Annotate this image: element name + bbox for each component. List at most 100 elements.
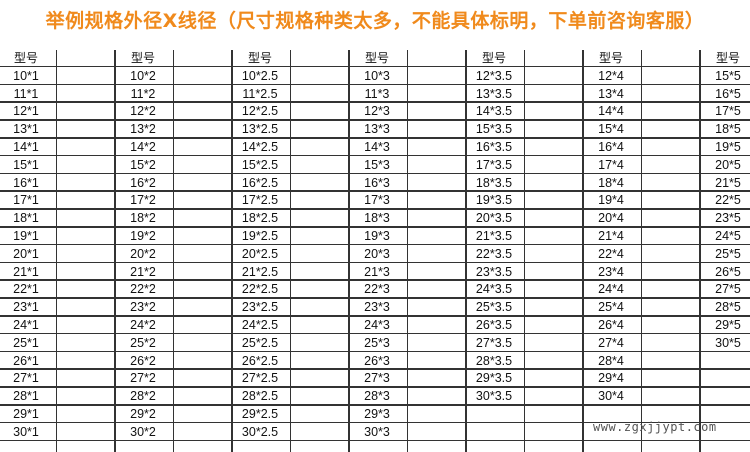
spec-cell: 23*3 xyxy=(364,300,390,315)
spec-cell: 19*4 xyxy=(598,193,624,208)
spec-cell: 25*5 xyxy=(715,246,741,261)
spec-cell: 16*4 xyxy=(598,140,624,154)
spec-cell: 15*1 xyxy=(13,157,39,172)
column-divider xyxy=(172,50,174,452)
spec-cell: 27*3 xyxy=(364,371,390,386)
spec-cell: 20*3 xyxy=(364,246,390,261)
spec-cell: 21*5 xyxy=(715,175,741,190)
spec-cell: 21*1 xyxy=(13,264,39,279)
spec-cell: 16*2.5 xyxy=(241,175,279,190)
spec-cell: 24*5 xyxy=(715,229,741,243)
row-divider xyxy=(0,172,750,175)
spec-cell: 23*3.5 xyxy=(475,264,513,279)
row-divider xyxy=(0,261,750,264)
spec-cell: 30*2.5 xyxy=(241,424,279,439)
row-divider xyxy=(0,101,750,103)
spec-cell: 29*5 xyxy=(715,318,741,332)
spec-cell: 27*4 xyxy=(598,335,624,350)
column-divider xyxy=(406,50,408,452)
spec-cell: 10*2 xyxy=(130,68,156,83)
spec-cell: 13*2.5 xyxy=(241,122,279,137)
spec-cell: 20*2.5 xyxy=(241,246,279,261)
spec-cell: 16*3 xyxy=(364,175,390,190)
spec-cell: 10*2.5 xyxy=(241,68,279,83)
spec-cell: 17*2.5 xyxy=(241,193,279,208)
row-divider xyxy=(0,439,750,442)
spec-cell: 22*4 xyxy=(598,246,624,261)
row-divider xyxy=(0,350,750,353)
column-header: 型号 xyxy=(598,51,623,65)
spec-cell: 22*1 xyxy=(13,282,39,297)
spec-cell: 18*5 xyxy=(715,122,741,137)
spec-cell: 17*5 xyxy=(715,104,741,119)
spec-cell: 22*2.5 xyxy=(241,282,279,297)
row-divider xyxy=(0,421,750,424)
spec-cell: 30*1 xyxy=(13,424,39,439)
spec-cell: 24*4 xyxy=(598,282,624,297)
row-divider xyxy=(0,226,750,228)
spec-cell: 22*2 xyxy=(130,282,156,297)
spec-cell: 24*3 xyxy=(364,318,390,332)
spec-cell: 12*2 xyxy=(130,104,156,119)
column-header: 型号 xyxy=(247,51,272,65)
column-divider xyxy=(114,50,116,452)
column-header: 型号 xyxy=(13,51,38,65)
spec-cell: 11*2.5 xyxy=(242,86,278,101)
spec-cell: 28*3.5 xyxy=(475,353,513,368)
spec-cell: 25*1 xyxy=(13,335,39,350)
spec-cell: 27*2.5 xyxy=(241,371,279,386)
spec-cell: 16*3.5 xyxy=(475,140,513,154)
column-header: 型号 xyxy=(715,51,740,65)
row-divider xyxy=(0,297,750,299)
spec-cell: 19*2.5 xyxy=(241,229,279,243)
row-divider xyxy=(0,315,750,317)
spec-cell: 19*1 xyxy=(13,229,39,243)
spec-cell: 12*3 xyxy=(364,104,390,119)
spec-cell: 28*3 xyxy=(364,389,390,404)
row-divider xyxy=(0,332,750,335)
spec-cell: 11*2 xyxy=(130,86,156,101)
row-divider xyxy=(0,119,750,121)
spec-cell: 27*1 xyxy=(13,371,39,386)
spec-cell: 13*3 xyxy=(364,122,390,137)
spec-cell: 29*4 xyxy=(598,371,624,386)
spec-cell: 23*2.5 xyxy=(241,300,279,315)
row-divider xyxy=(0,137,750,139)
column-divider xyxy=(231,50,233,452)
spec-cell: 10*3 xyxy=(364,68,390,83)
spec-cell: 22*3 xyxy=(364,282,390,297)
spec-cell: 28*2.5 xyxy=(241,389,279,404)
spec-cell: 25*3.5 xyxy=(475,300,513,315)
spec-cell: 15*5 xyxy=(715,68,741,83)
spec-cell: 12*2.5 xyxy=(241,104,279,119)
spec-cell: 18*4 xyxy=(598,175,624,190)
spec-cell: 30*3 xyxy=(364,424,390,439)
spec-cell: 28*5 xyxy=(715,300,741,315)
spec-cell: 18*2 xyxy=(130,211,156,226)
spec-cell: 15*4 xyxy=(598,122,624,137)
row-divider xyxy=(0,386,750,388)
column-divider xyxy=(348,50,350,452)
spec-cell: 22*5 xyxy=(715,193,741,208)
spec-cell: 29*2.5 xyxy=(241,407,279,421)
spec-cell: 23*2 xyxy=(130,300,156,315)
spec-cell: 17*4 xyxy=(598,157,624,172)
spec-cell: 23*5 xyxy=(715,211,741,226)
spec-cell: 20*2 xyxy=(130,246,156,261)
spec-cell: 14*1 xyxy=(13,140,39,154)
column-divider xyxy=(582,50,584,452)
spec-cell: 20*5 xyxy=(715,157,741,172)
spec-cell: 29*1 xyxy=(13,407,39,421)
spec-cell: 14*4 xyxy=(598,104,624,119)
spec-cell: 21*2 xyxy=(130,264,156,279)
spec-cell: 19*3 xyxy=(364,229,390,243)
column-header: 型号 xyxy=(481,51,506,65)
spec-cell: 13*2 xyxy=(130,122,156,137)
spec-cell: 26*2.5 xyxy=(241,353,279,368)
column-header: 型号 xyxy=(364,51,389,65)
spec-cell: 30*2 xyxy=(130,424,156,439)
column-divider xyxy=(640,50,642,452)
spec-cell: 20*3.5 xyxy=(475,211,513,226)
page-title: 举例规格外径X线径（尺寸规格种类太多，不能具体标明，下单前咨询客服） xyxy=(45,10,705,32)
spec-cell: 24*2.5 xyxy=(241,318,279,332)
